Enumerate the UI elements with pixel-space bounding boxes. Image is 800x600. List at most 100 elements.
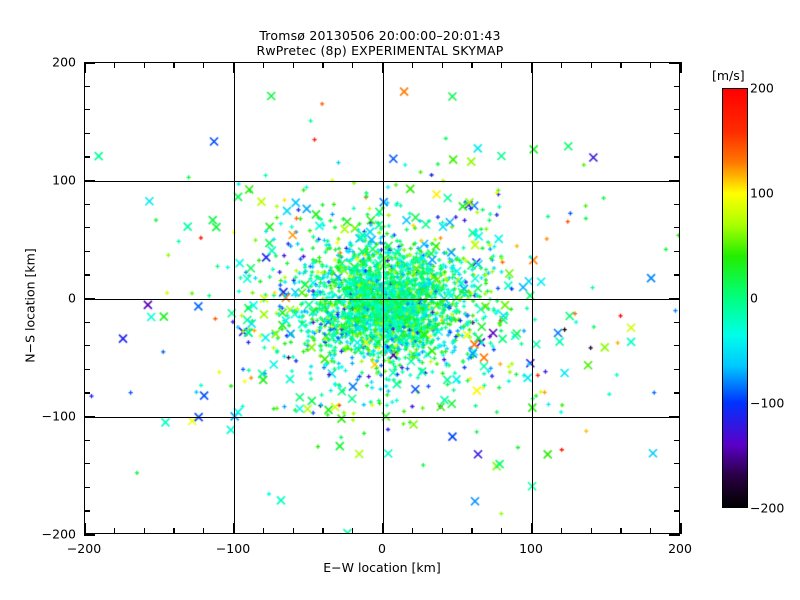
y-tick-label: 100 (52, 172, 76, 188)
x-tick-top (292, 62, 294, 68)
x-tick-top (143, 62, 145, 68)
y-tick-right (669, 180, 680, 182)
gridline-vertical (234, 63, 235, 533)
x-tick (143, 528, 145, 534)
x-tick (292, 528, 294, 534)
x-tick (113, 528, 116, 534)
y-tick (84, 298, 95, 300)
colorbar-tick-label: −100 (750, 395, 785, 411)
x-tick (441, 528, 443, 534)
gridline-vertical (383, 63, 384, 533)
y-tick-label: 0 (68, 290, 76, 306)
y-tick (84, 439, 90, 441)
x-tick (262, 528, 265, 534)
colorbar (722, 88, 748, 508)
x-tick (352, 528, 354, 534)
x-tick-top (590, 62, 592, 68)
y-tick (84, 109, 90, 111)
x-tick-top (84, 62, 86, 73)
x-axis-title: E−W location [km] (323, 560, 441, 575)
y-tick-right (674, 368, 680, 371)
x-tick-top (352, 62, 354, 68)
x-tick-top (411, 62, 414, 68)
y-tick-right (669, 298, 680, 300)
y-tick-right (674, 250, 680, 253)
x-tick-top (203, 62, 205, 68)
x-tick-label: 200 (668, 541, 692, 556)
x-tick-top (322, 62, 324, 68)
colorbar-tick-label: 0 (750, 290, 758, 306)
y-tick-right (674, 510, 680, 512)
x-tick-top (680, 62, 682, 73)
y-tick (84, 321, 90, 323)
y-tick-right (674, 203, 680, 205)
x-tick (411, 528, 414, 534)
x-tick (501, 528, 503, 534)
x-tick (471, 528, 473, 534)
y-tick-right (674, 156, 680, 158)
y-tick (84, 227, 90, 229)
gridline-horizontal (85, 181, 679, 182)
x-tick-top (441, 62, 443, 68)
y-tick-right (674, 132, 680, 135)
x-tick (322, 528, 324, 534)
y-tick-right (674, 392, 680, 394)
x-tick-label: 100 (519, 541, 543, 556)
gridline-horizontal (85, 417, 679, 418)
x-tick-top (173, 62, 175, 68)
y-tick (84, 486, 90, 489)
x-tick-top (650, 62, 652, 68)
title-line-2: RwPretec (8p) EXPERIMENTAL SKYMAP (256, 43, 504, 58)
y-tick-right (669, 62, 680, 64)
y-tick-right (674, 274, 680, 276)
y-tick-right (674, 439, 680, 441)
gridline-horizontal (85, 299, 679, 300)
x-tick-top (620, 62, 622, 68)
x-tick-label: 0 (378, 541, 386, 556)
y-tick-label: −100 (41, 408, 76, 424)
y-tick-right (669, 416, 680, 418)
y-tick (84, 463, 90, 465)
x-tick (590, 528, 592, 534)
y-tick (84, 156, 90, 158)
x-tick (531, 523, 533, 534)
x-tick-top (531, 62, 533, 73)
x-tick-label: −100 (215, 541, 251, 556)
colorbar-tick-label: 100 (750, 185, 774, 201)
colorbar-tick-label: 200 (750, 80, 774, 96)
x-tick-top (471, 62, 473, 68)
colorbar-gradient (722, 88, 748, 508)
figure-title: Tromsø 20130506 20:00:00–20:01:43 RwPret… (0, 28, 760, 58)
y-tick (84, 62, 95, 64)
y-tick (84, 250, 90, 253)
y-tick-right (674, 486, 680, 489)
y-tick-right (674, 227, 680, 229)
y-tick-label: −200 (41, 526, 76, 542)
plot-area (84, 62, 680, 534)
x-tick (173, 528, 175, 534)
y-tick-right (674, 345, 680, 347)
y-tick (84, 534, 95, 536)
y-tick-right (674, 463, 680, 465)
y-tick-right (674, 109, 680, 111)
y-tick-label: 200 (52, 54, 76, 70)
x-tick-top (113, 62, 116, 68)
x-tick (84, 523, 86, 534)
x-tick (650, 528, 652, 534)
x-tick (680, 523, 682, 534)
y-tick-right (669, 534, 680, 536)
y-tick (84, 510, 90, 512)
y-tick (84, 180, 95, 182)
y-tick (84, 416, 95, 418)
x-tick-top (262, 62, 265, 68)
y-tick (84, 368, 90, 371)
y-tick-right (674, 321, 680, 323)
y-tick-right (674, 85, 680, 87)
scatter-points-layer (85, 63, 679, 533)
x-tick (233, 523, 235, 534)
x-tick-top (501, 62, 503, 68)
colorbar-title: [m/s] (712, 68, 745, 83)
title-line-1: Tromsø 20130506 20:00:00–20:01:43 (259, 28, 501, 43)
x-tick-top (560, 62, 563, 68)
colorbar-tick-label: −200 (750, 500, 785, 516)
